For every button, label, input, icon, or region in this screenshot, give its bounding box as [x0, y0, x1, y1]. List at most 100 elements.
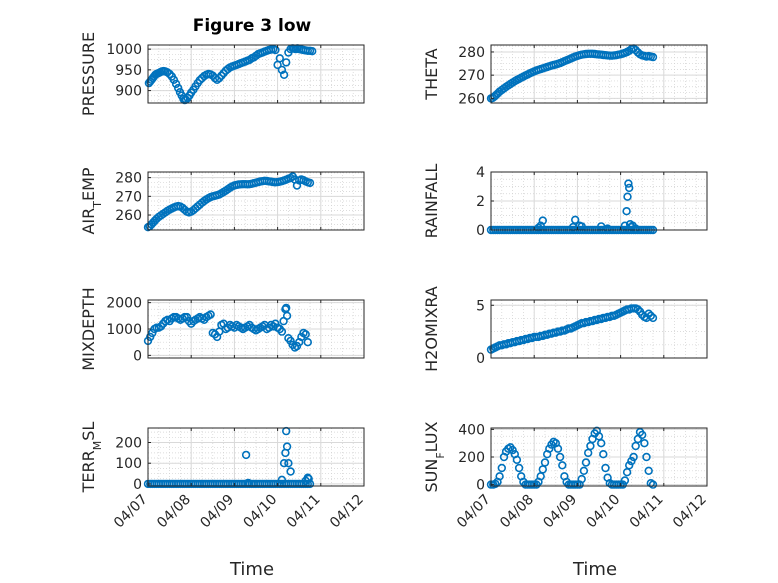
data-point: [627, 456, 636, 466]
data-point: [206, 310, 215, 319]
subplot-rainfall: 0 2 4 RAINFALL: [422, 164, 708, 239]
y-tick-label: 900: [115, 84, 142, 100]
y-tick-label: 5: [476, 298, 485, 314]
data-point: [648, 313, 658, 323]
data-point: [648, 52, 658, 62]
plot-area: [148, 428, 364, 486]
data-point: [644, 309, 653, 318]
data-point: [271, 45, 280, 55]
x-axis-label-left: Time: [229, 559, 274, 580]
subplot-pressure: 900 950 1000 PRESSURE: [79, 32, 365, 116]
y-tick-label: 280: [115, 171, 142, 187]
data-point: [603, 224, 612, 233]
y-axis-label: THETA: [422, 48, 441, 100]
data-point: [540, 458, 550, 467]
y-tick-label: 100: [115, 456, 142, 472]
series-markers: [486, 44, 658, 103]
data-point: [241, 450, 251, 460]
series-markers: [143, 426, 315, 489]
y-tick-label: 0: [476, 223, 485, 239]
y-axis-label: PRESSURE: [79, 32, 98, 116]
data-point: [275, 54, 284, 63]
subplot-h2omixra: 0 5 H2OMIXRA: [422, 286, 708, 372]
data-point: [277, 475, 287, 484]
data-point: [301, 330, 310, 339]
y-axis-label: RAINFALL: [422, 164, 441, 239]
y-tick-label: 260: [115, 208, 142, 224]
data-point: [624, 179, 633, 188]
data-point: [308, 46, 317, 56]
data-point: [579, 466, 589, 475]
data-point: [174, 83, 183, 93]
y-tick-label: 1000: [106, 42, 142, 58]
data-point: [629, 452, 638, 462]
data-point: [508, 445, 517, 455]
data-point: [648, 480, 658, 489]
axes-box: [490, 299, 708, 359]
data-point: [581, 458, 591, 467]
data-point: [622, 207, 631, 216]
y-tick-label: 4: [476, 165, 485, 181]
data-point: [553, 444, 563, 453]
y-axis-label: TERRMSL: [79, 422, 104, 494]
subplot-theta: 260 270 280 THETA: [422, 44, 708, 107]
data-point: [623, 192, 632, 201]
data-point: [577, 474, 586, 484]
data-point: [305, 178, 315, 188]
data-point: [277, 65, 287, 75]
y-tick-label: 200: [115, 436, 142, 452]
data-point: [195, 75, 205, 85]
data-point: [624, 183, 634, 193]
y-tick-label: 0: [476, 351, 485, 367]
y-axis-label: SUNFLUX: [422, 421, 447, 492]
data-point: [545, 444, 554, 453]
series-markers: [486, 304, 658, 354]
y-tick-label: 2: [476, 194, 485, 210]
y-tick-label: 200: [458, 450, 485, 466]
data-point: [558, 461, 567, 470]
data-point: [538, 216, 547, 225]
subplot-mixdepth: 0 1000 2000 MIXDEPTH: [79, 287, 365, 371]
data-point: [555, 452, 565, 462]
data-point: [495, 472, 504, 481]
x-axis-label-right: Time: [572, 559, 617, 580]
y-tick-label: 950: [115, 63, 142, 79]
y-tick-label: 280: [458, 45, 485, 61]
plot-area: [491, 300, 707, 358]
y-axis-label: AIRTEMP: [79, 167, 104, 234]
data-point: [646, 311, 655, 320]
data-point: [642, 452, 651, 462]
data-point: [304, 474, 313, 483]
data-point: [534, 223, 543, 233]
data-point: [284, 459, 293, 468]
data-point: [279, 70, 289, 80]
subplot-air_temp: 260 270 280 AIRTEMP: [79, 167, 365, 235]
data-point: [631, 45, 640, 55]
y-tick-label: 270: [458, 68, 485, 84]
data-point: [282, 303, 291, 313]
data-point: [599, 450, 608, 459]
y-tick-label: 1000: [106, 322, 142, 338]
data-point: [620, 476, 630, 485]
series-markers: [143, 172, 315, 232]
y-tick-label: 400: [458, 422, 485, 438]
data-point: [512, 455, 522, 464]
series-markers: [143, 303, 312, 352]
axes-box: [147, 171, 365, 231]
y-tick-label: 0: [133, 477, 142, 493]
data-point: [514, 463, 524, 473]
y-tick-label: 0: [133, 348, 142, 364]
y-tick-label: 260: [458, 91, 485, 107]
series-markers: [144, 44, 317, 105]
data-point: [631, 441, 640, 451]
data-point: [491, 479, 500, 489]
series-markers: [486, 426, 658, 489]
axes-box: [147, 427, 365, 487]
data-point: [618, 480, 627, 489]
data-point: [282, 442, 292, 451]
data-point: [633, 305, 643, 314]
data-point: [601, 463, 610, 473]
figure-title: Figure 3 low: [193, 16, 312, 36]
y-tick-label: 270: [115, 189, 142, 205]
